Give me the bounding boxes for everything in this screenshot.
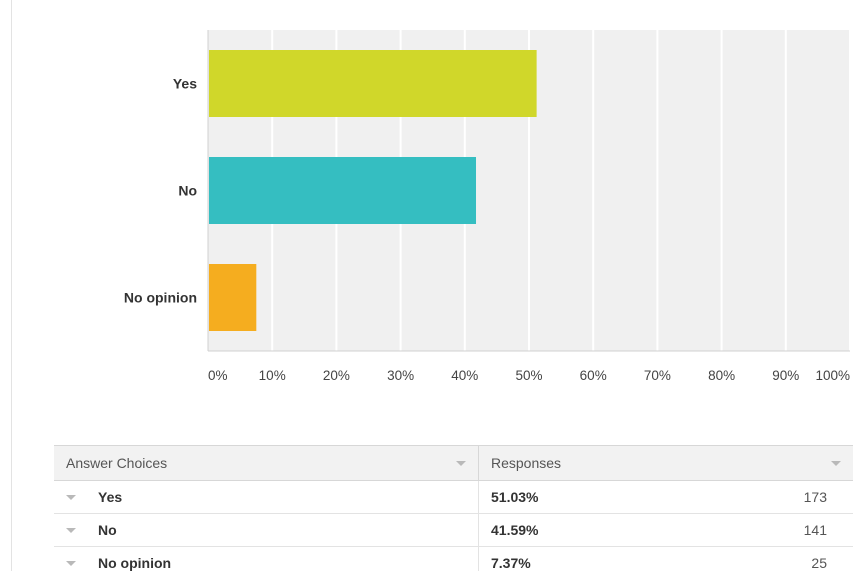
table-header: Answer Choices Responses <box>54 445 853 481</box>
category-label-no-opinion: No opinion <box>124 290 197 306</box>
response-cell: 7.37% 25 <box>479 547 853 571</box>
x-tick-label: 0% <box>208 368 228 383</box>
header-answer-choices[interactable]: Answer Choices <box>54 446 479 480</box>
x-tick-label: 70% <box>644 368 671 383</box>
x-tick-label: 10% <box>259 368 286 383</box>
answer-choice-cell: No opinion <box>54 547 479 571</box>
answer-choice-cell: No <box>54 514 479 546</box>
bar-chart-svg: Yes No No opinion 0% 10% 20% 30% 40% 50% 60% 70% 80… <box>124 30 851 383</box>
answer-choice-cell: Yes <box>54 481 479 513</box>
results-table: Answer Choices Responses Yes 51.03% 173 … <box>54 445 853 571</box>
sort-caret-icon[interactable] <box>456 461 466 466</box>
x-tick-label: 60% <box>580 368 607 383</box>
response-percent: 7.37% <box>491 555 531 571</box>
x-tick-label: 40% <box>451 368 478 383</box>
response-count: 173 <box>803 489 827 505</box>
response-count: 25 <box>811 555 827 571</box>
bar-chart: Yes No No opinion 0% 10% 20% 30% 40% 50% 60% 70% 80… <box>124 30 851 383</box>
x-tick-label: 80% <box>708 368 735 383</box>
x-tick-label: 30% <box>387 368 414 383</box>
table-row: Yes 51.03% 173 <box>54 481 853 514</box>
header-responses[interactable]: Responses <box>479 446 853 480</box>
table-row: No opinion 7.37% 25 <box>54 547 853 571</box>
answer-choice-label: No <box>98 522 117 538</box>
bar-no-opinion <box>209 264 257 331</box>
response-count: 141 <box>803 522 827 538</box>
x-tick-label: 90% <box>772 368 799 383</box>
expand-caret-icon[interactable] <box>66 527 76 533</box>
bar-yes <box>209 50 537 117</box>
x-tick-label: 20% <box>323 368 350 383</box>
left-divider <box>11 0 12 571</box>
response-percent: 51.03% <box>491 489 539 505</box>
answer-choice-label: No opinion <box>98 555 172 571</box>
table-row: No 41.59% 141 <box>54 514 853 547</box>
expand-caret-icon[interactable] <box>66 494 76 500</box>
answer-choice-label: Yes <box>98 489 123 505</box>
category-label-no: No <box>178 183 197 199</box>
x-tick-label: 50% <box>515 368 542 383</box>
x-tick-label: 100% <box>815 368 850 383</box>
expand-caret-icon[interactable] <box>66 560 76 566</box>
response-cell: 41.59% 141 <box>479 514 853 546</box>
bar-no <box>209 157 477 224</box>
sort-caret-icon[interactable] <box>831 461 841 466</box>
header-responses-label: Responses <box>491 455 562 471</box>
response-percent: 41.59% <box>491 522 539 538</box>
header-answer-choices-label: Answer Choices <box>66 455 168 471</box>
category-label-yes: Yes <box>173 76 197 92</box>
response-cell: 51.03% 173 <box>479 481 853 513</box>
